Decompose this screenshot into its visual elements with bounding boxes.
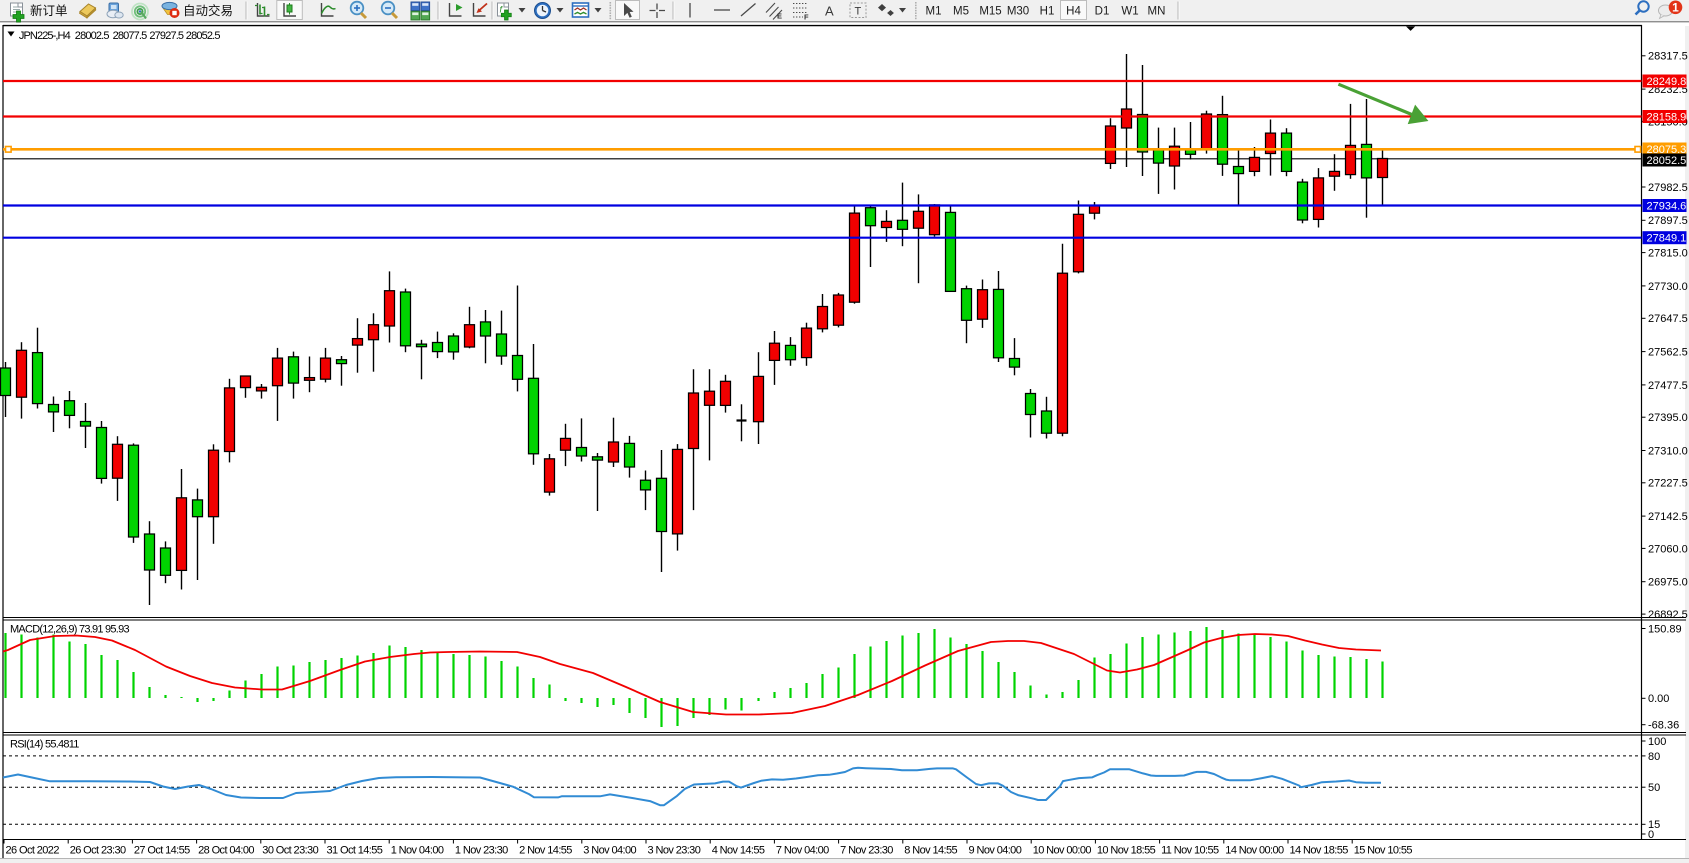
svg-text:150.89: 150.89: [1648, 623, 1682, 635]
svg-text:E: E: [777, 12, 782, 21]
svg-text:28158.9: 28158.9: [1647, 112, 1687, 124]
svg-text:26892.5: 26892.5: [1648, 609, 1688, 621]
svg-text:27934.6: 27934.6: [1647, 201, 1687, 213]
svg-text:28249.8: 28249.8: [1647, 76, 1687, 88]
svg-text:f: f: [500, 5, 504, 15]
svg-text:2 Nov 14:55: 2 Nov 14:55: [519, 845, 572, 857]
svg-text:27142.5: 27142.5: [1648, 511, 1688, 523]
svg-text:28052.5: 28052.5: [186, 30, 221, 42]
svg-text:14 Nov 18:55: 14 Nov 18:55: [1290, 845, 1349, 857]
svg-text:31 Oct 14:55: 31 Oct 14:55: [327, 845, 383, 857]
svg-text:H1: H1: [1040, 6, 1055, 18]
svg-text:28317.5: 28317.5: [1648, 51, 1688, 63]
svg-text:15: 15: [1648, 819, 1660, 831]
svg-text:新订单: 新订单: [30, 3, 68, 18]
svg-text:-68.36: -68.36: [1648, 720, 1679, 732]
svg-text:28002.5: 28002.5: [75, 30, 110, 42]
svg-text:27982.5: 27982.5: [1648, 182, 1688, 194]
svg-text:15 Nov 10:55: 15 Nov 10:55: [1354, 845, 1413, 857]
svg-text:80: 80: [1648, 751, 1660, 763]
svg-text:27730.0: 27730.0: [1648, 281, 1688, 293]
svg-text:M15: M15: [979, 6, 1001, 18]
svg-text:W1: W1: [1121, 6, 1138, 18]
svg-text:自动交易: 自动交易: [183, 3, 233, 18]
svg-text:100: 100: [1648, 736, 1666, 748]
svg-text:11 Nov 10:55: 11 Nov 10:55: [1161, 845, 1219, 857]
svg-text:27310.0: 27310.0: [1648, 445, 1688, 457]
svg-text:M1: M1: [926, 6, 942, 18]
svg-text:4 Nov 14:55: 4 Nov 14:55: [712, 845, 765, 857]
svg-text:D1: D1: [1095, 6, 1110, 18]
svg-text:27477.5: 27477.5: [1648, 380, 1688, 392]
svg-text:A: A: [825, 4, 834, 19]
svg-text:1 Nov 04:00: 1 Nov 04:00: [391, 845, 444, 857]
svg-text:H4: H4: [1066, 6, 1081, 18]
svg-text:27227.5: 27227.5: [1648, 478, 1688, 490]
svg-text:M5: M5: [953, 6, 969, 18]
svg-text:27849.1: 27849.1: [1647, 233, 1687, 245]
svg-text:26 Oct 2022: 26 Oct 2022: [6, 845, 60, 857]
svg-text:50: 50: [1648, 782, 1660, 794]
svg-text:RSI(14) 55.4811: RSI(14) 55.4811: [10, 739, 79, 751]
svg-text:3 Nov 04:00: 3 Nov 04:00: [583, 845, 636, 857]
svg-text:3 Nov 23:30: 3 Nov 23:30: [648, 845, 701, 857]
svg-text:1 Nov 23:30: 1 Nov 23:30: [455, 845, 508, 857]
svg-text:9 Nov 04:00: 9 Nov 04:00: [969, 845, 1022, 857]
svg-text:27815.0: 27815.0: [1648, 248, 1688, 260]
svg-text:10 Nov 00:00: 10 Nov 00:00: [1033, 845, 1092, 857]
svg-text:14 Nov 00:00: 14 Nov 00:00: [1225, 845, 1284, 857]
svg-text:0.00: 0.00: [1648, 693, 1669, 705]
svg-text:27897.5: 27897.5: [1648, 215, 1688, 227]
svg-text:T: T: [855, 6, 862, 18]
svg-text:MN: MN: [1148, 6, 1166, 18]
svg-text:30 Oct 23:30: 30 Oct 23:30: [262, 845, 318, 857]
svg-text:8 Nov 14:55: 8 Nov 14:55: [904, 845, 957, 857]
svg-text:7 Nov 23:30: 7 Nov 23:30: [840, 845, 893, 857]
svg-text:28 Oct 04:00: 28 Oct 04:00: [198, 845, 254, 857]
svg-text:27395.0: 27395.0: [1648, 412, 1688, 424]
svg-text:27927.5: 27927.5: [149, 30, 184, 42]
svg-text:28052.5: 28052.5: [1647, 155, 1687, 167]
svg-text:7 Nov 04:00: 7 Nov 04:00: [776, 845, 829, 857]
svg-text:27060.0: 27060.0: [1648, 543, 1688, 555]
svg-text:27562.5: 27562.5: [1648, 347, 1688, 359]
svg-text:26 Oct 23:30: 26 Oct 23:30: [70, 845, 126, 857]
svg-text:28075.3: 28075.3: [1647, 144, 1687, 156]
svg-text:M30: M30: [1007, 6, 1029, 18]
svg-text:27647.5: 27647.5: [1648, 313, 1688, 325]
svg-text:F: F: [804, 13, 809, 22]
svg-text:0: 0: [1648, 829, 1654, 841]
svg-text:26975.0: 26975.0: [1648, 577, 1688, 589]
svg-text:27 Oct 14:55: 27 Oct 14:55: [134, 845, 190, 857]
svg-text:28077.5: 28077.5: [113, 30, 148, 42]
svg-text:MACD(12,26,9) 73.91 95.93: MACD(12,26,9) 73.91 95.93: [10, 624, 129, 636]
svg-text:JPN225-,H4: JPN225-,H4: [19, 30, 71, 42]
svg-text:1: 1: [1672, 1, 1679, 15]
svg-text:10 Nov 18:55: 10 Nov 18:55: [1097, 845, 1156, 857]
